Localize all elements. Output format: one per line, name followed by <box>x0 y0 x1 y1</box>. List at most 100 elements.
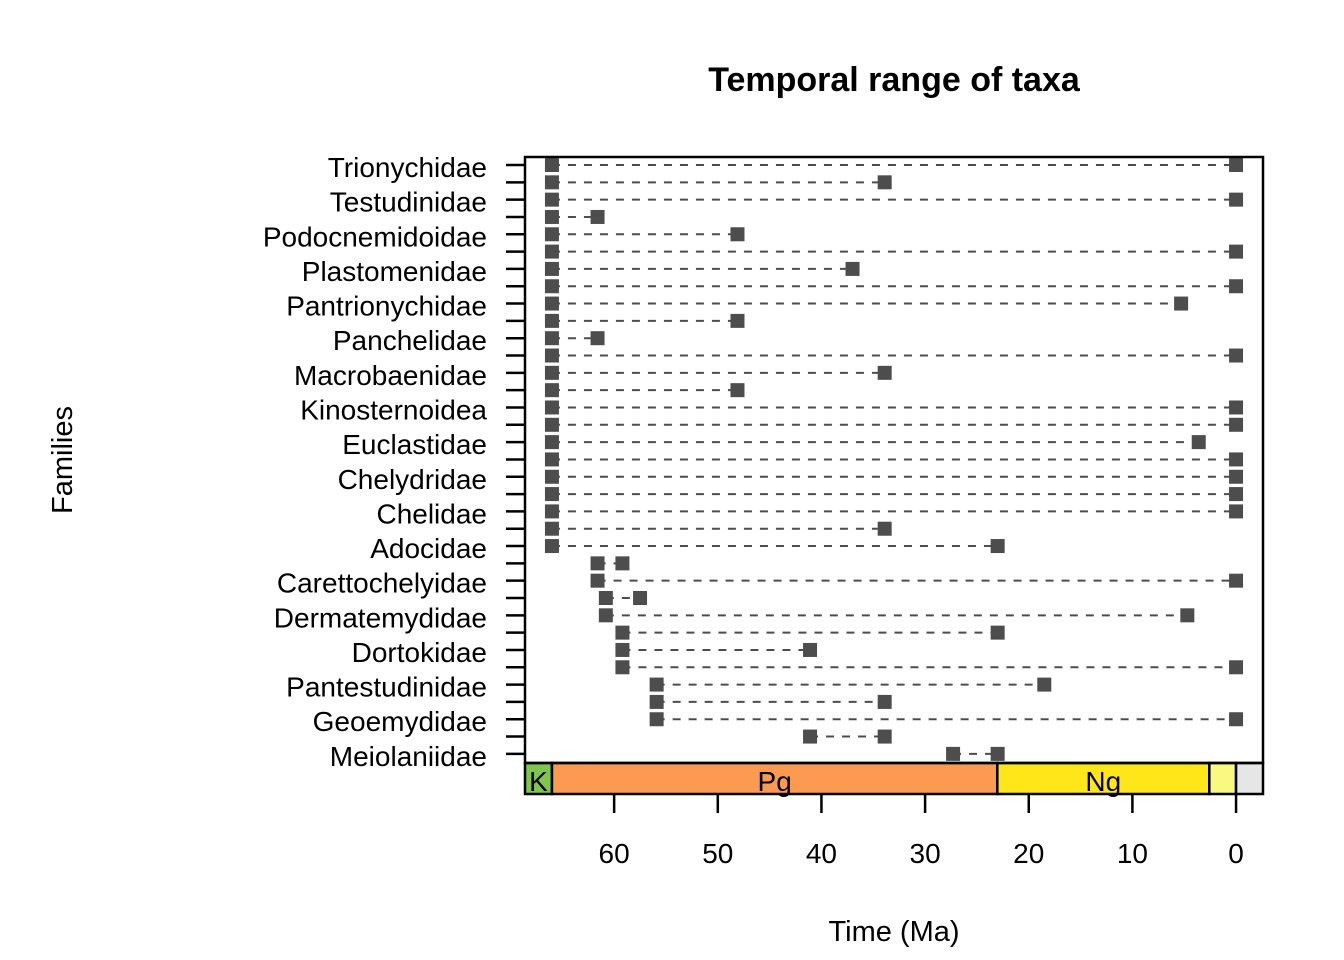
range-start-point <box>544 244 559 259</box>
timescale-period <box>523 761 554 796</box>
taxon-range <box>544 521 892 536</box>
range-end-point <box>1229 348 1244 363</box>
range-end-point <box>877 175 892 190</box>
range-start-point <box>544 279 559 294</box>
taxon-range <box>544 261 860 276</box>
geologic-timescale: K Pg Ng <box>523 761 1265 797</box>
x-tick-label: 50 <box>702 838 733 869</box>
taxon-range <box>544 383 745 398</box>
y-tick-label: Adocidae <box>370 533 487 564</box>
range-end-point <box>1229 279 1244 294</box>
range-start-point <box>615 642 630 657</box>
range-start-point <box>544 227 559 242</box>
taxon-range <box>544 417 1244 432</box>
y-tick-label: Meiolaniidae <box>330 741 487 772</box>
range-end-point <box>990 625 1005 640</box>
range-start-point <box>598 591 613 605</box>
range-start-point <box>590 573 605 588</box>
x-tick-label: 0 <box>1228 838 1244 869</box>
timescale-period <box>550 761 999 796</box>
y-tick-label: Podocnemidoidae <box>263 221 487 252</box>
range-end-point <box>730 383 745 398</box>
y-tick-label: Chelidae <box>376 498 487 529</box>
range-end-point <box>990 746 1005 761</box>
taxon-range <box>544 209 605 224</box>
range-start-point <box>544 487 559 502</box>
plot-frame <box>523 155 1265 765</box>
y-axis-label: Families <box>47 406 79 514</box>
range-start-point <box>615 660 630 675</box>
y-tick-label: Kinosternoidea <box>300 394 487 425</box>
range-end-point <box>1229 573 1244 588</box>
range-end-point <box>1229 400 1244 415</box>
range-end-point <box>730 227 745 242</box>
range-start-point <box>544 175 559 190</box>
range-end-point <box>1229 487 1244 502</box>
range-end-point <box>803 642 818 657</box>
taxon-range <box>544 469 1244 484</box>
range-start-point <box>544 261 559 276</box>
range-start-point <box>544 435 559 450</box>
range-end-point <box>1180 608 1195 623</box>
taxon-range <box>544 227 745 242</box>
range-start-point <box>544 331 559 346</box>
taxon-range <box>946 746 1005 761</box>
range-end-point <box>590 209 605 224</box>
range-start-point <box>598 608 613 623</box>
range-start-point <box>544 158 559 172</box>
y-tick-label: Chelydridae <box>338 464 487 495</box>
taxon-range <box>544 296 1189 311</box>
taxon-range <box>544 504 1244 519</box>
x-tick-label: 40 <box>806 838 837 869</box>
y-tick-label: Euclastidae <box>342 429 487 460</box>
taxon-range <box>649 712 1244 727</box>
timescale-period-label: Pg <box>758 766 792 797</box>
range-start-point <box>544 383 559 398</box>
taxon-range <box>803 729 892 744</box>
y-tick-label: Macrobaenidae <box>294 360 487 391</box>
range-end-point <box>633 591 648 605</box>
range-start-point <box>544 504 559 519</box>
range-end-point <box>1174 296 1189 311</box>
y-tick-label: Dermatemydidae <box>274 602 487 633</box>
range-end-point <box>615 556 630 571</box>
taxon-range <box>544 435 1206 450</box>
range-end-point <box>877 694 892 709</box>
y-tick-label: Pantestudinidae <box>286 672 487 703</box>
range-start-point <box>544 469 559 484</box>
taxon-range <box>544 244 1244 259</box>
taxon-range <box>590 556 630 571</box>
range-end-point <box>845 261 860 276</box>
taxon-range <box>544 400 1244 415</box>
taxon-range <box>544 539 1005 554</box>
range-start-point <box>803 729 818 744</box>
range-start-point <box>544 313 559 328</box>
range-end-point <box>877 365 892 380</box>
range-end-point <box>1229 244 1244 259</box>
taxon-range <box>544 175 892 190</box>
range-end-point <box>1229 660 1244 675</box>
x-tick-label: 20 <box>1013 838 1044 869</box>
range-end-point <box>1229 192 1244 207</box>
y-tick-label: Panchelidae <box>333 325 487 356</box>
taxon-range <box>598 608 1195 623</box>
range-start-point <box>590 556 605 571</box>
range-start-point <box>544 417 559 432</box>
y-tick-label: Plastomenidae <box>302 256 487 287</box>
x-axis-label: Time (Ma) <box>828 916 959 948</box>
timescale-period <box>1234 761 1265 796</box>
chart-title: Temporal range of taxa <box>708 61 1081 99</box>
range-end-point <box>1037 677 1052 692</box>
range-start-point <box>946 746 961 761</box>
range-end-point <box>1229 452 1244 467</box>
taxon-range <box>544 365 892 380</box>
taxon-range <box>590 573 1244 588</box>
taxon-range <box>544 348 1244 363</box>
x-tick-label: 30 <box>910 838 941 869</box>
y-tick-label: Testudinidae <box>330 187 487 218</box>
range-start-point <box>544 539 559 554</box>
range-start-point <box>544 521 559 536</box>
range-start-point <box>649 694 664 709</box>
